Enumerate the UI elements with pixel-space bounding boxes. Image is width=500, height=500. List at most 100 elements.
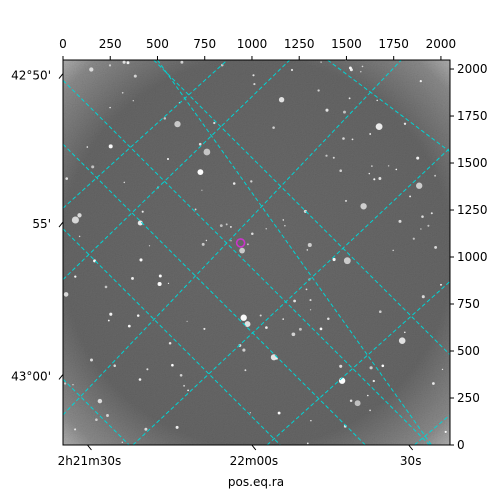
star — [404, 331, 406, 334]
star — [392, 249, 394, 252]
star — [157, 281, 162, 287]
star — [97, 398, 103, 404]
grid-line — [63, 228, 281, 445]
grid-line — [63, 378, 130, 445]
star — [65, 177, 69, 180]
star — [272, 126, 275, 129]
target-markers — [235, 238, 246, 248]
star — [416, 182, 423, 189]
star — [440, 283, 442, 286]
right-tick-label: 2000 — [457, 62, 488, 76]
star — [421, 295, 425, 299]
star — [104, 285, 108, 289]
ra-tick — [87, 444, 92, 451]
star — [113, 364, 116, 367]
ra-tick-label: 30s — [400, 454, 422, 468]
star — [166, 157, 170, 161]
star — [90, 358, 93, 362]
star — [317, 89, 320, 92]
star — [146, 368, 149, 371]
star — [108, 144, 113, 149]
star — [379, 310, 382, 314]
star — [369, 366, 373, 370]
ra-tick — [408, 444, 414, 451]
star — [141, 210, 144, 213]
top-tick-label: 1000 — [237, 37, 268, 51]
star — [232, 182, 236, 185]
star — [376, 99, 378, 102]
star — [249, 412, 251, 414]
star — [444, 430, 447, 433]
right-tick-label: 250 — [457, 391, 480, 405]
star — [378, 177, 382, 180]
star — [171, 363, 174, 367]
star — [339, 364, 343, 368]
star — [122, 60, 126, 64]
grid-line — [266, 281, 450, 445]
star — [368, 172, 371, 175]
star — [369, 133, 372, 135]
grid-line — [63, 79, 430, 445]
star — [148, 245, 151, 247]
top-tick-label: 500 — [146, 37, 169, 51]
star — [298, 327, 302, 331]
star — [348, 97, 351, 100]
star — [106, 414, 109, 417]
star — [290, 68, 294, 72]
grid-line — [63, 60, 291, 280]
star — [293, 299, 296, 303]
dec-tick — [58, 221, 64, 228]
star — [398, 337, 406, 344]
star — [325, 154, 328, 157]
star — [284, 225, 286, 227]
star — [107, 319, 110, 322]
star — [309, 309, 312, 311]
star — [127, 324, 131, 328]
ra-tick — [251, 444, 257, 451]
star — [309, 299, 312, 302]
star — [339, 169, 343, 172]
star — [72, 384, 74, 386]
star — [74, 428, 77, 431]
top-tick-label: 1250 — [284, 37, 315, 51]
star — [123, 181, 126, 184]
star — [306, 249, 309, 251]
dec-tick-label: 55' — [32, 217, 51, 231]
top-tick-label: 0 — [59, 37, 67, 51]
star — [144, 427, 148, 431]
star — [201, 242, 205, 246]
star — [432, 382, 435, 385]
star — [332, 156, 335, 159]
star — [398, 219, 402, 223]
grid-line — [132, 147, 450, 445]
star — [434, 245, 438, 249]
axis-ticks: 0 250 500 750 1000 1250 1500 1750 2000 0 250 500 750… — [11, 37, 487, 468]
right-tick-label: 1250 — [457, 203, 488, 217]
star — [342, 137, 345, 140]
star — [369, 409, 372, 412]
coordinate-grid — [63, 60, 450, 445]
star — [78, 235, 81, 238]
star — [63, 382, 67, 385]
star — [180, 60, 184, 64]
star — [186, 320, 188, 323]
star — [133, 74, 137, 78]
dec-tick-label: 43°00' — [11, 369, 51, 383]
star — [139, 258, 143, 262]
dec-tick-label: 42°50' — [11, 69, 51, 83]
top-tick-label: 750 — [193, 37, 216, 51]
top-tick-label: 1500 — [331, 37, 362, 51]
star — [366, 394, 369, 397]
star — [179, 373, 183, 377]
ra-tick-label: 22m00s — [230, 454, 278, 468]
star — [137, 220, 143, 226]
star — [109, 106, 111, 109]
star — [306, 442, 309, 445]
star — [277, 411, 281, 415]
star — [174, 120, 181, 128]
star — [441, 368, 444, 371]
star — [213, 121, 216, 125]
star — [198, 142, 202, 146]
star — [360, 203, 367, 210]
